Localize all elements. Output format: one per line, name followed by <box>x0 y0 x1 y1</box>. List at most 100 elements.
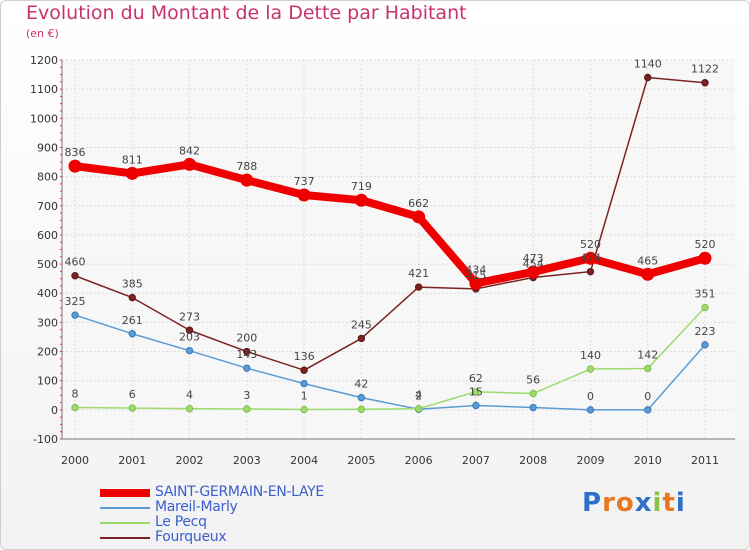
data-point <box>701 341 709 349</box>
series-line-3 <box>74 76 706 371</box>
series-line-0 <box>74 160 707 288</box>
x-tick-label: 2011 <box>691 454 719 467</box>
data-label: 4 <box>186 389 193 402</box>
logo-letter: t <box>662 488 676 518</box>
data-label: 434 <box>465 263 486 276</box>
x-tick-label: 2001 <box>118 454 146 467</box>
data-point <box>300 379 308 388</box>
data-label: 415 <box>465 269 486 282</box>
data-point <box>71 272 79 280</box>
data-label: 737 <box>294 175 315 188</box>
y-tick-label: 300 <box>37 316 58 329</box>
x-tick-label: 2009 <box>576 454 604 467</box>
data-point <box>71 311 79 319</box>
data-label: 136 <box>294 350 315 363</box>
data-label: 42 <box>354 378 368 391</box>
x-tick-label: 2003 <box>233 454 261 467</box>
legend-swatch-fourqueux <box>100 537 150 539</box>
data-point <box>128 330 136 338</box>
data-label: 842 <box>179 144 200 157</box>
data-point <box>243 364 251 372</box>
data-label: 520 <box>695 238 716 251</box>
x-tick-label: 2010 <box>634 454 662 467</box>
data-label: 8 <box>72 388 79 401</box>
y-tick-label: 900 <box>37 141 58 154</box>
data-point <box>586 406 595 414</box>
data-label: 62 <box>469 372 483 385</box>
data-point <box>644 406 652 414</box>
data-point <box>183 157 197 171</box>
data-point <box>125 166 139 180</box>
plot-area <box>62 60 735 439</box>
x-tick-label: 2007 <box>462 454 490 467</box>
data-label: 454 <box>523 257 544 270</box>
data-point <box>128 404 136 412</box>
chart-subtitle: (en €) <box>26 27 59 40</box>
legend-label-fourqueux: Fourqueux <box>155 529 227 545</box>
logo-letter: P <box>582 488 603 518</box>
data-label: 385 <box>122 278 143 291</box>
data-label: 662 <box>408 197 429 210</box>
data-point <box>185 404 194 413</box>
y-tick-label: 0 <box>51 404 58 417</box>
data-label: 245 <box>351 318 372 331</box>
proxiti-logo: Proxiti <box>582 488 686 518</box>
data-point <box>185 326 194 334</box>
data-point <box>354 193 368 207</box>
data-label: 223 <box>695 325 716 338</box>
data-label: 1140 <box>634 57 662 70</box>
y-tick-label: 1000 <box>30 112 58 125</box>
data-label: 465 <box>637 254 658 267</box>
logo-letter: o <box>615 488 635 518</box>
data-point <box>414 404 423 413</box>
x-tick-label: 2008 <box>519 454 547 467</box>
data-point <box>472 388 480 396</box>
data-label: 474 <box>580 252 601 265</box>
data-label: 261 <box>122 314 143 327</box>
logo-letter: i <box>652 488 663 518</box>
x-tick-label: 2005 <box>347 454 375 467</box>
x-tick-label: 2006 <box>405 454 433 467</box>
data-label: 0 <box>587 390 594 403</box>
data-label: 460 <box>65 256 86 269</box>
data-label: 788 <box>236 160 257 173</box>
legend-label-mareil-marly: Mareil-Marly <box>155 499 238 515</box>
data-label: 351 <box>695 288 716 301</box>
data-label: 1 <box>301 390 308 403</box>
y-tick-label: 800 <box>37 171 58 184</box>
data-point <box>297 188 311 202</box>
data-label: 143 <box>236 348 257 361</box>
y-tick-label: 700 <box>37 200 58 213</box>
data-label: 473 <box>523 252 544 265</box>
data-label: 836 <box>65 146 86 159</box>
data-point <box>472 401 480 410</box>
data-label: 3 <box>243 389 250 402</box>
data-point <box>586 365 595 373</box>
logo-letter: i <box>675 488 686 518</box>
data-point <box>243 405 251 413</box>
legend-swatch-le-pecq <box>100 522 150 524</box>
data-point <box>701 79 709 87</box>
series-line-2 <box>74 307 706 411</box>
data-label: 140 <box>580 349 601 362</box>
data-point <box>644 73 652 82</box>
data-label: 719 <box>351 180 372 193</box>
data-label: 200 <box>236 332 257 345</box>
data-point <box>644 364 652 373</box>
data-point <box>357 393 366 402</box>
data-point <box>300 366 308 374</box>
data-point <box>185 346 194 355</box>
data-point <box>357 334 366 343</box>
x-tick-label: 2000 <box>61 454 89 467</box>
y-tick-label: 1100 <box>30 83 58 96</box>
data-label: 325 <box>65 295 86 308</box>
data-point <box>529 403 537 412</box>
data-point <box>128 293 136 302</box>
y-tick-label: 100 <box>37 375 58 388</box>
data-label: 56 <box>526 374 540 387</box>
chart-title: Evolution du Montant de la Dette par Hab… <box>26 2 467 24</box>
data-label: 0 <box>644 390 651 403</box>
y-tick-label: 200 <box>37 346 58 359</box>
logo-letter: x <box>634 488 653 518</box>
